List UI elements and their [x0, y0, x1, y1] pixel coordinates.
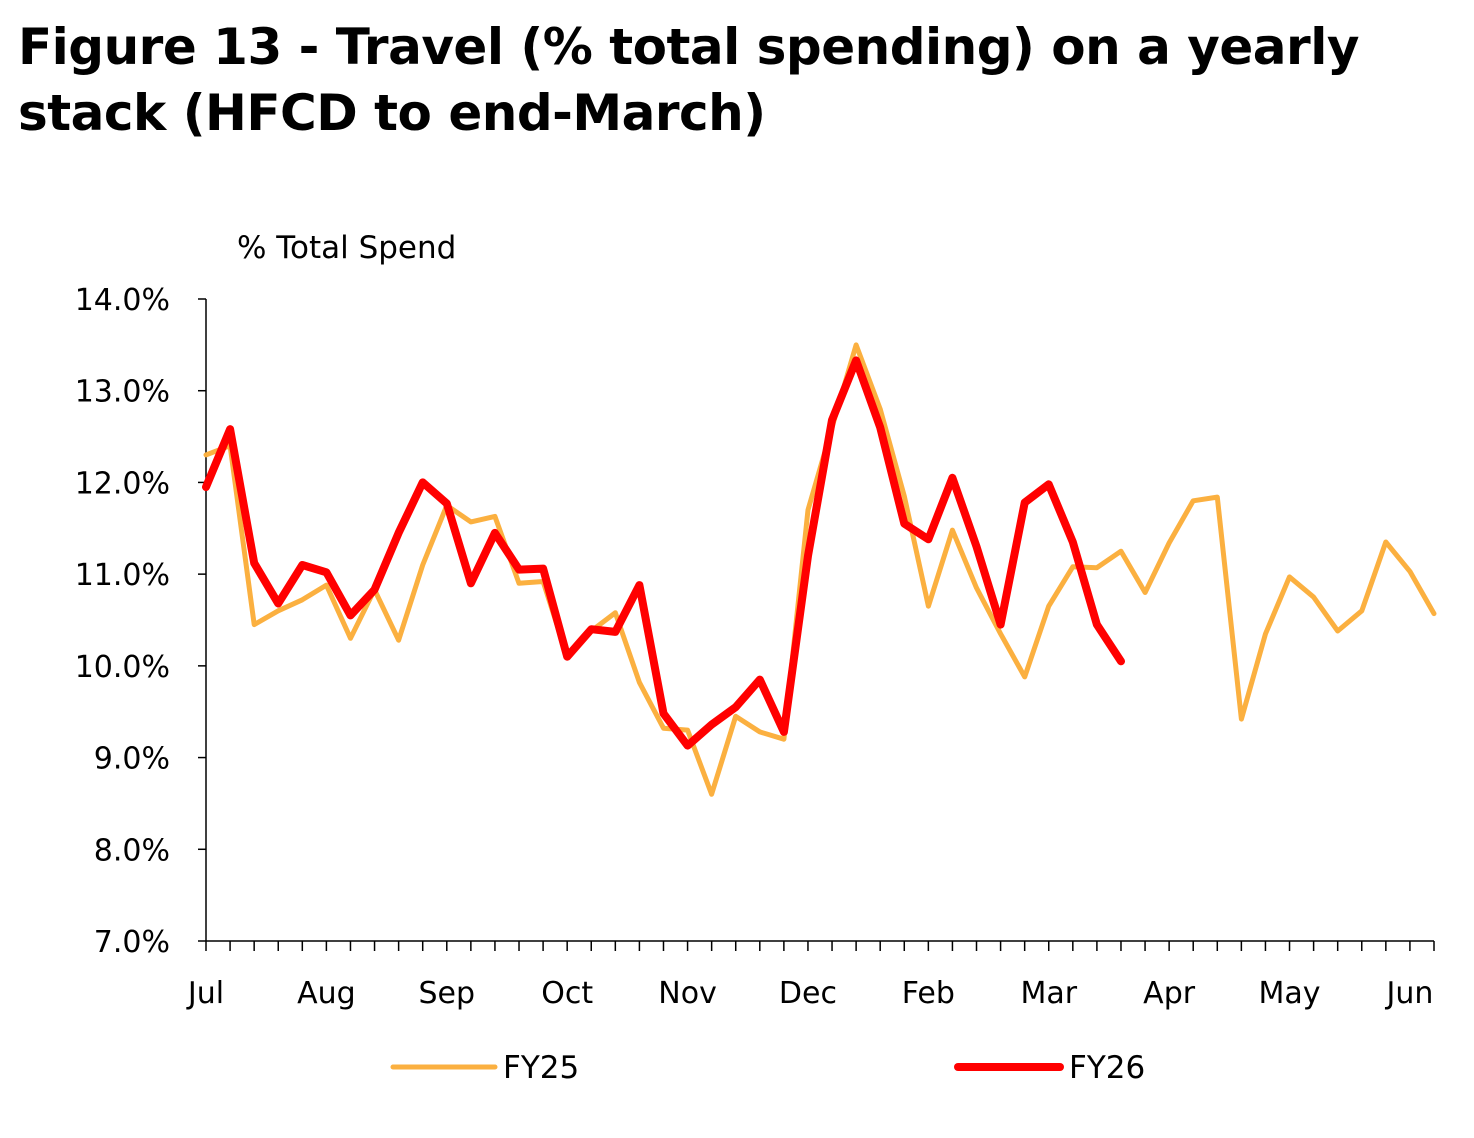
- x-tick-label: Sep: [419, 976, 476, 1011]
- chart-title: Figure 13 - Travel (% total spending) on…: [18, 18, 1359, 142]
- y-tick-label: 11.0%: [75, 558, 170, 593]
- x-tick-label: Jul: [186, 976, 224, 1011]
- x-tick-label: Aug: [297, 976, 356, 1011]
- y-tick-label: 12.0%: [75, 466, 170, 501]
- x-tick-label: Feb: [902, 976, 955, 1011]
- y-tick-label: 10.0%: [75, 650, 170, 685]
- legend: FY25 FY26: [390, 1050, 1145, 1086]
- series-line-fy26: [202, 356, 1125, 750]
- x-tick-label: Mar: [1020, 976, 1077, 1011]
- x-tick-label: Oct: [541, 976, 593, 1011]
- y-axis-label: % Total Spend: [237, 230, 456, 266]
- x-tick-label: May: [1259, 976, 1321, 1011]
- series-layer: [202, 342, 1437, 797]
- x-tick-label: Jun: [1384, 976, 1433, 1011]
- x-tick-label: Apr: [1143, 976, 1196, 1011]
- x-tick-label: Nov: [658, 976, 717, 1011]
- legend-label-fy25: FY25: [503, 1050, 579, 1086]
- x-tick-label: Dec: [779, 976, 837, 1011]
- y-tick-label: 9.0%: [94, 742, 170, 777]
- y-tick-label: 8.0%: [94, 833, 170, 868]
- y-tick-label: 13.0%: [75, 375, 170, 410]
- y-tick-label: 14.0%: [75, 283, 170, 318]
- y-tick-label: 7.0%: [94, 925, 170, 960]
- legend-label-fy26: FY26: [1069, 1050, 1145, 1086]
- x-axis: Jul Aug Sep Oct Nov Dec Feb Mar Apr May Jun: [186, 940, 1435, 1011]
- y-axis: 14.0% 13.0% 12.0% 11.0% 10.0% 9.0% 8.0% 7.0%: [75, 283, 207, 960]
- series-line-fy25: [203, 342, 1437, 797]
